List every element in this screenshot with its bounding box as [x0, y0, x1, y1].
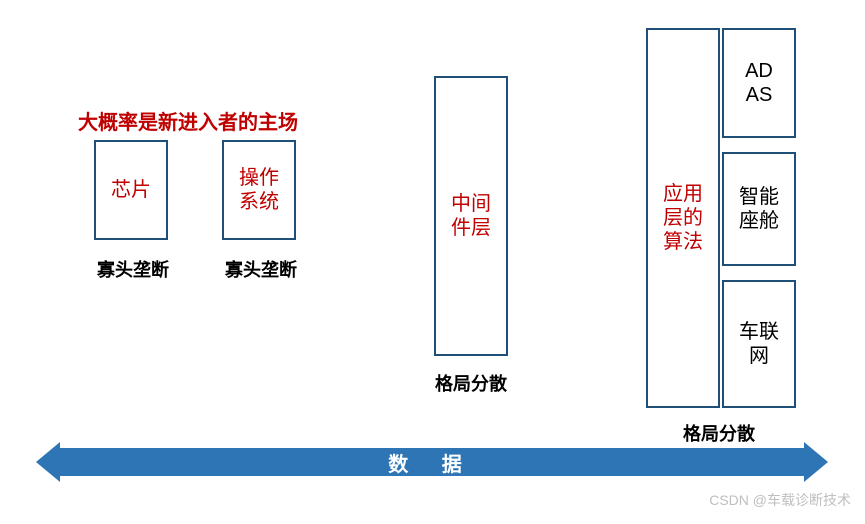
box-iov-label: 车联网: [737, 318, 781, 370]
box-os-label: 操作系统: [237, 164, 281, 216]
box-chip: 芯片: [94, 140, 168, 240]
box-cockpit-label: 智能座舱: [737, 183, 781, 235]
box-algorithm: 应用层的算法: [646, 28, 720, 408]
label-os-bottom: 寡头垄断: [206, 256, 316, 282]
diagram-stage: 大概率是新进入者的主场 芯片 寡头垄断 操作系统 寡头垄断 中间件层 格局分散 …: [0, 0, 865, 524]
label-chip-bottom: 寡头垄断: [78, 256, 188, 282]
box-iov: 车联网: [722, 280, 796, 408]
arrow-label: 数 据: [36, 448, 828, 476]
box-middleware: 中间件层: [434, 76, 508, 356]
label-middleware-bottom: 格局分散: [416, 370, 526, 396]
watermark-text: CSDN @车载诊断技术: [709, 490, 851, 510]
box-middleware-label: 中间件层: [449, 190, 493, 242]
box-chip-label: 芯片: [109, 176, 153, 204]
box-algorithm-label: 应用层的算法: [661, 180, 705, 256]
box-adas: ADAS: [722, 28, 796, 138]
box-adas-label: ADAS: [743, 57, 775, 109]
data-arrow: 数 据: [36, 442, 828, 482]
header-text: 大概率是新进入者的主场: [78, 106, 298, 135]
box-os: 操作系统: [222, 140, 296, 240]
box-cockpit: 智能座舱: [722, 152, 796, 266]
